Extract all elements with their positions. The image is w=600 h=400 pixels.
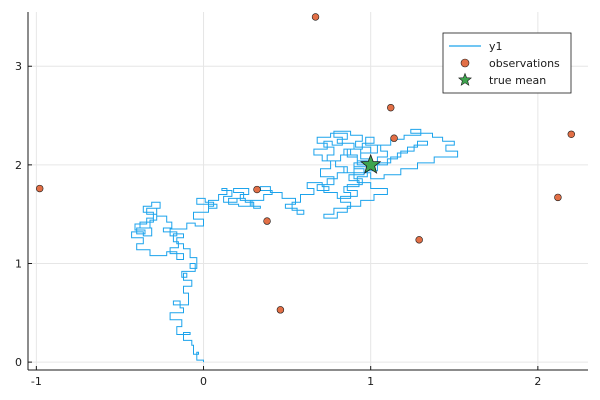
observation-point bbox=[263, 217, 271, 225]
x-tick-label: 1 bbox=[367, 375, 374, 388]
x-tick-label: 2 bbox=[534, 375, 541, 388]
observation-point bbox=[567, 130, 575, 138]
y-tick-label: 3 bbox=[15, 60, 22, 73]
legend-label: true mean bbox=[489, 74, 546, 87]
observation-point bbox=[387, 103, 395, 112]
axes bbox=[27, 12, 588, 371]
legend: y1 observations true mean bbox=[442, 32, 572, 94]
tick-labels: -1 0 1 2 0 1 2 3 bbox=[15, 60, 541, 388]
random-walk-line bbox=[131, 128, 459, 363]
legend-label: y1 bbox=[489, 40, 503, 53]
observation-point bbox=[390, 134, 398, 142]
observation-point bbox=[311, 13, 320, 21]
observation-point bbox=[253, 185, 261, 194]
observation-point bbox=[276, 306, 285, 314]
y-tick-label: 0 bbox=[15, 356, 22, 369]
true-mean-point bbox=[360, 153, 382, 174]
x-tick-label: -1 bbox=[31, 375, 42, 388]
legend-swatch-true-mean bbox=[458, 72, 472, 86]
y-tick-label: 1 bbox=[15, 257, 22, 270]
observation-point bbox=[36, 184, 44, 193]
legend-label: observations bbox=[489, 57, 560, 70]
legend-swatch-observations bbox=[460, 58, 470, 68]
observation-point bbox=[415, 236, 423, 244]
series-layer bbox=[36, 13, 575, 363]
y-tick-label: 2 bbox=[15, 159, 22, 172]
x-tick-label: 0 bbox=[200, 375, 207, 388]
observation-point bbox=[554, 193, 562, 202]
